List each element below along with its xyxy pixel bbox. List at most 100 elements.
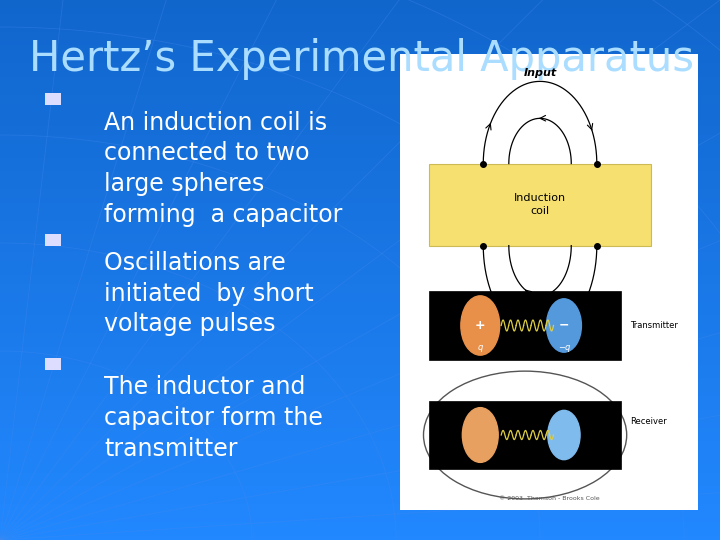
Bar [0,284,720,288]
Bar [0,441,720,445]
Bar [0,432,720,436]
Bar [0,234,720,239]
Text: An induction coil is
connected to two
large spheres
forming  a capacitor: An induction coil is connected to two la… [104,111,343,227]
Bar [0,320,720,324]
Text: −q: −q [558,342,570,352]
Text: Induction
coil: Induction coil [514,193,566,216]
Bar [0,297,720,301]
Bar [0,405,720,409]
Bar [0,68,720,72]
Bar [0,117,720,122]
Bar [0,342,720,347]
Bar [0,306,720,310]
Bar [0,468,720,472]
Text: +: + [475,319,485,332]
Bar [0,54,720,58]
Bar [0,274,720,279]
Bar [0,517,720,522]
Bar [0,436,720,441]
Bar [0,90,720,94]
Bar [0,288,720,293]
Bar [0,414,720,418]
Bar [0,378,720,382]
Bar [0,459,720,463]
Bar [0,108,720,112]
Bar [0,355,720,360]
Bar [0,293,720,297]
Bar [0,45,720,50]
FancyBboxPatch shape [400,54,698,510]
Bar [0,216,720,220]
Bar [0,252,720,256]
Bar [0,472,720,477]
Bar [0,144,720,148]
Bar [0,279,720,284]
Bar [0,58,720,63]
Circle shape [548,410,580,460]
Bar [0,198,720,202]
Bar [0,202,720,207]
Text: The inductor and
capacitor form the
transmitter: The inductor and capacitor form the tran… [104,375,323,461]
Text: Input: Input [523,68,557,78]
Circle shape [462,408,498,462]
Text: Receiver: Receiver [630,417,667,426]
Bar [0,225,720,229]
Bar [0,63,720,68]
FancyBboxPatch shape [429,164,651,246]
Bar [0,185,720,189]
FancyBboxPatch shape [45,234,61,246]
Bar [0,72,720,77]
Bar [0,392,720,396]
Text: Hertz’s Experimental Apparatus: Hertz’s Experimental Apparatus [29,38,694,80]
Bar [0,18,720,23]
Bar [0,387,720,392]
FancyBboxPatch shape [429,401,621,469]
Bar [0,401,720,405]
Bar [0,40,720,45]
Bar [0,81,720,85]
Bar [0,324,720,328]
Text: q: q [477,342,483,352]
Text: Oscillations are
initiated  by short
voltage pulses: Oscillations are initiated by short volt… [104,251,314,336]
Bar [0,301,720,306]
Circle shape [461,296,500,355]
Bar [0,477,720,482]
Bar [0,99,720,104]
Bar [0,446,720,450]
Bar [0,0,720,4]
Bar [0,486,720,490]
FancyBboxPatch shape [45,358,61,370]
Bar [0,207,720,212]
Bar [0,364,720,369]
Bar [0,31,720,36]
Bar [0,239,720,243]
Bar [0,148,720,153]
Bar [0,369,720,374]
Bar [0,162,720,166]
Bar [0,243,720,247]
Bar [0,158,720,162]
Bar [0,315,720,320]
Bar [0,85,720,90]
Bar [0,50,720,54]
Text: © 2003  Thomson - Brooks Cole: © 2003 Thomson - Brooks Cole [499,496,599,501]
Bar [0,338,720,342]
Bar [0,347,720,351]
Bar [0,77,720,81]
Bar [0,261,720,266]
Bar [0,94,720,99]
Bar [0,382,720,387]
Bar [0,333,720,338]
Bar [0,256,720,261]
Bar [0,247,720,252]
Bar [0,171,720,176]
FancyBboxPatch shape [45,93,61,105]
Bar [0,531,720,536]
Bar [0,504,720,509]
Bar [0,166,720,171]
Bar [0,112,720,117]
Bar [0,220,720,225]
Bar [0,482,720,486]
Bar [0,328,720,333]
Bar [0,9,720,14]
